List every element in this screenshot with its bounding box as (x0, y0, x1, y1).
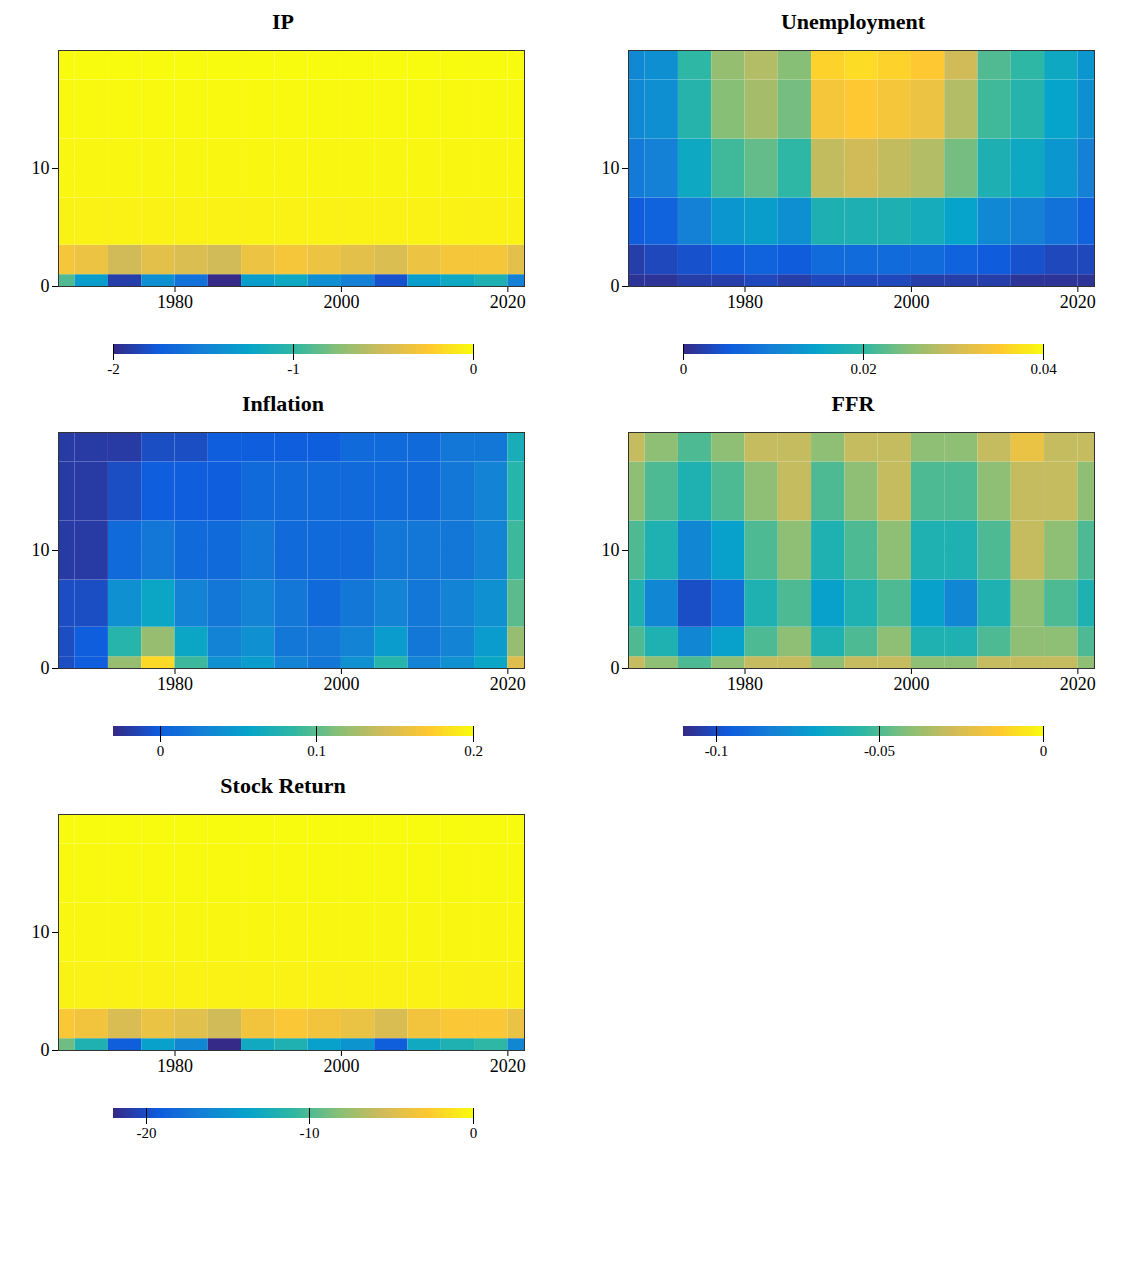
svg-text:-2: -2 (107, 361, 120, 377)
svg-text:-20: -20 (137, 1125, 157, 1141)
svg-text:0.2: 0.2 (464, 743, 483, 759)
svg-text:0.04: 0.04 (1030, 361, 1057, 377)
svg-text:1980: 1980 (157, 292, 193, 312)
svg-text:0: 0 (157, 743, 165, 759)
svg-text:2020: 2020 (490, 292, 526, 312)
svg-text:10: 10 (32, 922, 50, 942)
svg-text:1980: 1980 (727, 292, 763, 312)
svg-text:10: 10 (602, 158, 620, 178)
svg-text:0.1: 0.1 (307, 743, 326, 759)
svg-text:2020: 2020 (490, 674, 526, 694)
svg-text:-10: -10 (300, 1125, 320, 1141)
svg-text:2000: 2000 (893, 292, 929, 312)
svg-text:2020: 2020 (1060, 674, 1096, 694)
svg-text:2000: 2000 (323, 1056, 359, 1076)
svg-text:-0.05: -0.05 (864, 743, 895, 759)
svg-text:1980: 1980 (157, 1056, 193, 1076)
html-text:FFR: FFR (831, 391, 875, 416)
svg-text:10: 10 (32, 540, 50, 560)
svg-text:2020: 2020 (490, 1056, 526, 1076)
svg-text:1980: 1980 (157, 674, 193, 694)
svg-text:0: 0 (1040, 743, 1048, 759)
svg-text:0: 0 (470, 361, 478, 377)
html-text:Inflation: Inflation (242, 391, 324, 416)
svg-text:0: 0 (611, 276, 620, 296)
svg-text:10: 10 (602, 540, 620, 560)
html-text:Unemployment: Unemployment (780, 9, 926, 34)
svg-text:0: 0 (41, 276, 50, 296)
svg-text:2020: 2020 (1060, 292, 1096, 312)
svg-text:2000: 2000 (323, 292, 359, 312)
svg-text:10: 10 (32, 158, 50, 178)
html-text:Stock Return: Stock Return (220, 773, 346, 798)
svg-text:0: 0 (41, 658, 50, 678)
svg-text:0.02: 0.02 (850, 361, 876, 377)
svg-text:1980: 1980 (727, 674, 763, 694)
svg-text:2000: 2000 (323, 674, 359, 694)
svg-text:-0.1: -0.1 (705, 743, 729, 759)
svg-text:0: 0 (611, 658, 620, 678)
svg-text:0: 0 (470, 1125, 478, 1141)
svg-text:0: 0 (680, 361, 688, 377)
svg-text:-1: -1 (287, 361, 300, 377)
svg-text:2000: 2000 (893, 674, 929, 694)
svg-text:0: 0 (41, 1040, 50, 1060)
html-text:IP: IP (272, 9, 294, 34)
